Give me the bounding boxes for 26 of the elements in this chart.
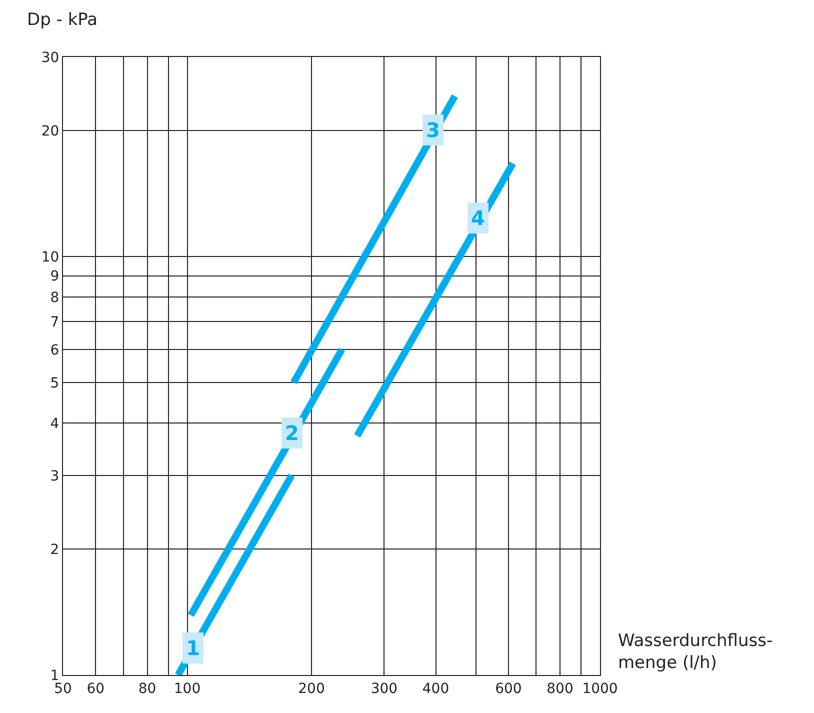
x-tick-label: 100	[174, 680, 201, 697]
y-tick-label: 4	[50, 416, 60, 432]
x-tick-label: 80	[138, 680, 156, 697]
y-tick-label: 10	[41, 250, 60, 266]
x-tick-label: 200	[298, 680, 325, 697]
y-axis-title: Dp - kPa	[27, 10, 98, 30]
x-tick-label: 600	[495, 680, 522, 697]
x-tick-label: 60	[86, 680, 105, 697]
x-axis-title: Wasserdurchfluss- menge (l/h)	[618, 631, 773, 674]
x-tick-label: 400	[422, 680, 450, 697]
y-tick-label: 6	[50, 342, 60, 358]
y-tick-label: 20	[41, 124, 60, 140]
annotation: 4	[471, 206, 485, 230]
x-tick-label: 1000	[582, 680, 618, 697]
y-tick-label: 2	[50, 542, 60, 558]
x-tick-label: 800	[546, 680, 574, 697]
annotation: 1	[186, 636, 200, 660]
y-tick-label: 5	[50, 375, 60, 392]
annotation: 2	[285, 421, 299, 445]
annotation: 3	[426, 118, 440, 142]
x-tick-label: 300	[370, 680, 398, 697]
y-tick-label: 7	[50, 314, 60, 330]
y-tick-label: 30	[41, 50, 60, 66]
y-tick-label: 8	[50, 290, 60, 306]
y-tick-label: 9	[50, 268, 60, 285]
y-tick-label: 3	[50, 468, 60, 484]
